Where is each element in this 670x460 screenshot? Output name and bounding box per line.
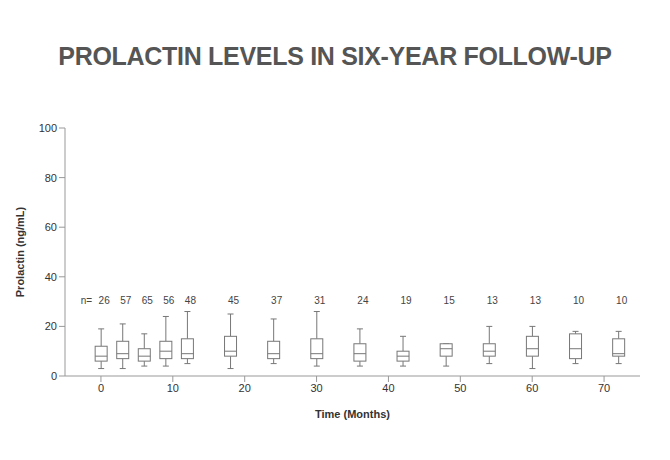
svg-text:57: 57	[120, 295, 132, 306]
svg-text:100: 100	[39, 122, 57, 134]
svg-text:56: 56	[163, 295, 175, 306]
svg-text:20: 20	[45, 320, 57, 332]
svg-text:10: 10	[573, 295, 585, 306]
svg-text:19: 19	[400, 295, 412, 306]
html-text:PROLACTIN LEVELS IN SIX-YEAR F: PROLACTIN LEVELS IN SIX-YEAR FOLLOW-UP	[58, 42, 612, 70]
svg-text:30: 30	[310, 382, 322, 394]
svg-text:60: 60	[45, 221, 57, 233]
svg-text:13: 13	[487, 295, 499, 306]
svg-text:48: 48	[185, 295, 197, 306]
svg-text:26: 26	[99, 295, 111, 306]
svg-text:13: 13	[530, 295, 542, 306]
svg-text:0: 0	[98, 382, 104, 394]
svg-text:24: 24	[357, 295, 369, 306]
svg-text:45: 45	[228, 295, 240, 306]
svg-text:31: 31	[314, 295, 326, 306]
svg-text:50: 50	[454, 382, 466, 394]
svg-text:15: 15	[444, 295, 456, 306]
svg-text:80: 80	[45, 172, 57, 184]
svg-text:Prolactin (ng/mL): Prolactin (ng/mL)	[14, 206, 26, 297]
svg-text:10: 10	[616, 295, 628, 306]
svg-text:65: 65	[142, 295, 154, 306]
svg-text:Time (Months): Time (Months)	[315, 408, 390, 420]
svg-text:n=: n=	[81, 295, 93, 306]
svg-text:37: 37	[271, 295, 283, 306]
svg-text:40: 40	[45, 271, 57, 283]
svg-text:60: 60	[526, 382, 538, 394]
svg-text:70: 70	[598, 382, 610, 394]
svg-text:0: 0	[51, 370, 57, 382]
svg-text:20: 20	[239, 382, 251, 394]
svg-text:10: 10	[167, 382, 179, 394]
svg-text:40: 40	[382, 382, 394, 394]
